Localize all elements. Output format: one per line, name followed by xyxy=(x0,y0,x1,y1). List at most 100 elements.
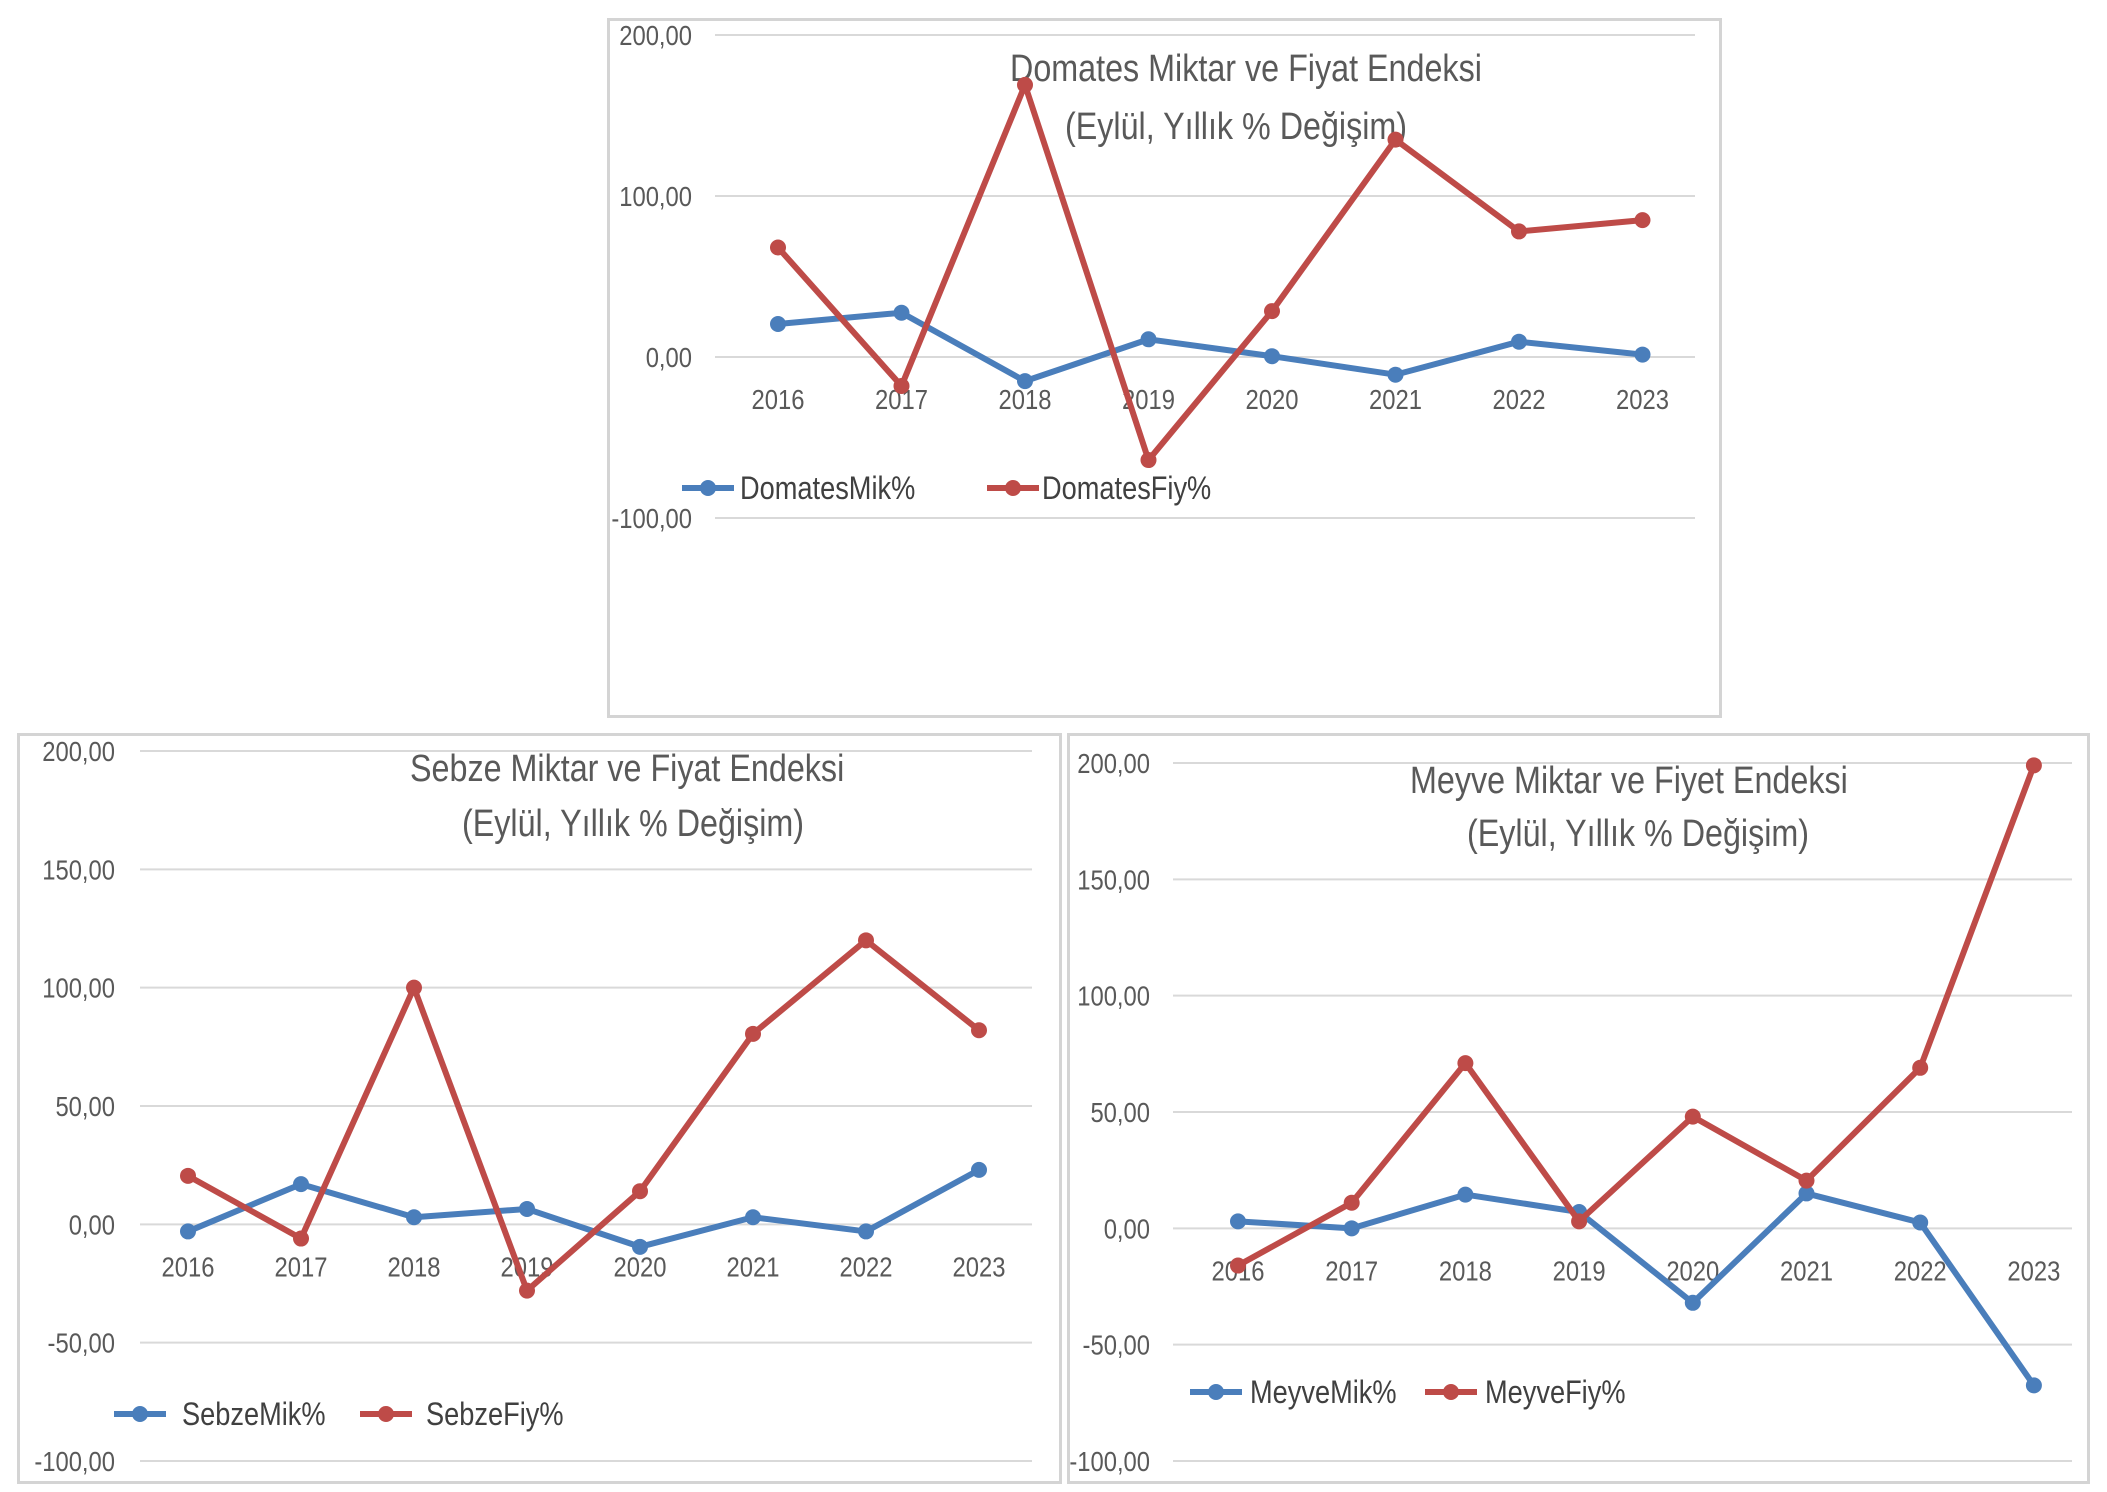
series-line-mik xyxy=(775,309,1646,385)
chart-title: Meyve Miktar ve Fiyet Endeksi xyxy=(1410,760,1848,802)
x-tick-label: 2017 xyxy=(275,1250,328,1282)
x-tick-label: 2023 xyxy=(953,1250,1006,1282)
data-point-fiy xyxy=(1230,1257,1246,1274)
data-point-mik xyxy=(1017,373,1033,390)
chart-panel-meyve: 200,00 150,00 100,00 50,00 0,00 -50,00 -100,00… xyxy=(1067,733,2090,1484)
y-tick-label: 200,00 xyxy=(1077,747,1150,779)
data-point-fiy xyxy=(1684,1108,1701,1125)
x-tick-label: 2023 xyxy=(2007,1254,2060,1286)
data-point-mik xyxy=(1912,1214,1929,1231)
data-point-mik xyxy=(180,1223,196,1240)
data-point-mik xyxy=(1387,366,1404,383)
y-tick-label: 100,00 xyxy=(619,180,692,212)
y-tick-label: 100,00 xyxy=(42,972,115,1004)
chart-subtitle: (Eylül, Yıllık % Değişim) xyxy=(462,803,804,845)
x-tick-label: 2019 xyxy=(1553,1254,1606,1286)
data-point-fiy xyxy=(1140,452,1157,469)
meyve-chart: 200,00 150,00 100,00 50,00 0,00 -50,00 -100,00… xyxy=(1070,747,2072,1477)
legend-label: MeyveMik% xyxy=(1250,1375,1397,1411)
y-tick-label: 0,00 xyxy=(646,341,692,373)
legend-label: DomatesMik% xyxy=(740,471,915,507)
y-tick-label: 200,00 xyxy=(42,736,115,767)
y-tick-label: -100,00 xyxy=(34,1445,115,1477)
data-point-mik xyxy=(632,1238,648,1255)
data-point-mik xyxy=(1343,1220,1360,1237)
legend-label: SebzeMik% xyxy=(182,1397,326,1433)
data-point-fiy xyxy=(745,1025,761,1042)
sebze-chart: 200,00 150,00 100,00 50,00 0,00 -50,00 -100,00… xyxy=(34,736,1032,1477)
chart-panel-sebze: 200,00 150,00 100,00 50,00 0,00 -50,00 -100,00… xyxy=(17,733,1062,1484)
legend-swatch-marker xyxy=(1208,1384,1224,1400)
data-point-fiy xyxy=(770,239,786,256)
data-point-fiy xyxy=(1264,303,1280,320)
x-tick-label: 2018 xyxy=(388,1250,441,1282)
x-tick-label: 2016 xyxy=(752,383,805,415)
y-tick-label: 50,00 xyxy=(1090,1096,1150,1128)
y-tick-label: -100,00 xyxy=(611,502,692,534)
data-point-mik xyxy=(1264,348,1280,365)
data-point-fiy xyxy=(180,1167,196,1184)
data-point-mik xyxy=(858,1223,874,1240)
legend-label: SebzeFiy% xyxy=(426,1397,564,1433)
x-tick-label: 2022 xyxy=(1493,383,1546,415)
series-line-fiy xyxy=(185,937,982,1294)
x-tick-label: 2021 xyxy=(1369,383,1422,415)
x-tick-label: 2018 xyxy=(1439,1254,1492,1286)
legend-label: MeyveFiy% xyxy=(1485,1375,1626,1411)
series-line-fiy xyxy=(775,81,1646,464)
legend-swatch-marker xyxy=(378,1406,394,1422)
chart-subtitle: (Eylül, Yıllık % Değişim) xyxy=(1065,106,1407,148)
y-tick-label: 100,00 xyxy=(1077,980,1150,1012)
data-point-fiy xyxy=(1343,1194,1360,1211)
chart-panel-domates: 200,00 100,00 0,00 -100,00 2016 2017 2018 2019 2… xyxy=(607,18,1722,718)
data-point-fiy xyxy=(632,1183,648,1200)
data-point-mik xyxy=(1457,1186,1474,1203)
data-point-fiy xyxy=(1571,1213,1588,1230)
x-tick-label: 2020 xyxy=(614,1250,667,1282)
data-point-fiy xyxy=(406,979,422,996)
data-point-fiy xyxy=(1798,1172,1815,1189)
y-tick-label: 0,00 xyxy=(1104,1212,1150,1244)
data-point-mik xyxy=(406,1209,422,1226)
y-tick-label: 50,00 xyxy=(55,1090,115,1122)
data-point-fiy xyxy=(293,1230,309,1247)
data-point-mik xyxy=(1230,1213,1246,1230)
x-tick-label: 2022 xyxy=(840,1250,893,1282)
x-tick-label: 2017 xyxy=(1325,1254,1378,1286)
y-tick-label: 150,00 xyxy=(1077,863,1150,895)
chart-title: Sebze Miktar ve Fiyat Endeksi xyxy=(410,748,844,790)
x-tick-label: 2016 xyxy=(162,1250,215,1282)
x-tick-label: 2020 xyxy=(1666,1254,1719,1286)
data-point-mik xyxy=(1684,1294,1701,1311)
data-point-mik xyxy=(519,1200,535,1217)
x-tick-label: 2022 xyxy=(1894,1254,1947,1286)
data-point-mik xyxy=(745,1209,761,1226)
y-tick-label: -100,00 xyxy=(1070,1445,1150,1477)
series-line-mik xyxy=(1235,1190,2037,1389)
data-point-mik xyxy=(1511,333,1527,350)
data-point-mik xyxy=(770,315,786,332)
data-point-mik xyxy=(971,1161,987,1178)
chart-title: Domates Miktar ve Fiyat Endeksi xyxy=(1010,48,1482,90)
y-tick-label: 0,00 xyxy=(69,1208,115,1240)
x-tick-label: 2021 xyxy=(727,1250,780,1282)
data-point-mik xyxy=(893,304,910,321)
data-point-mik xyxy=(1140,331,1157,348)
data-point-mik xyxy=(1798,1185,1815,1202)
data-point-fiy xyxy=(519,1282,535,1299)
legend-label: DomatesFiy% xyxy=(1042,471,1211,507)
legend-swatch-marker xyxy=(132,1406,148,1422)
chart-subtitle: (Eylül, Yıllık % Değişim) xyxy=(1467,813,1809,855)
y-tick-label: 200,00 xyxy=(619,21,692,51)
y-tick-label: -50,00 xyxy=(48,1327,115,1359)
data-point-fiy xyxy=(1017,76,1033,93)
data-point-fiy xyxy=(2025,757,2042,774)
x-tick-label: 2023 xyxy=(1616,383,1669,415)
data-point-mik xyxy=(293,1176,309,1193)
series-line-fiy xyxy=(1235,762,2037,1269)
data-point-fiy xyxy=(1387,131,1404,148)
data-point-fiy xyxy=(893,377,910,394)
x-tick-label: 2020 xyxy=(1246,383,1299,415)
x-tick-label: 2021 xyxy=(1780,1254,1833,1286)
